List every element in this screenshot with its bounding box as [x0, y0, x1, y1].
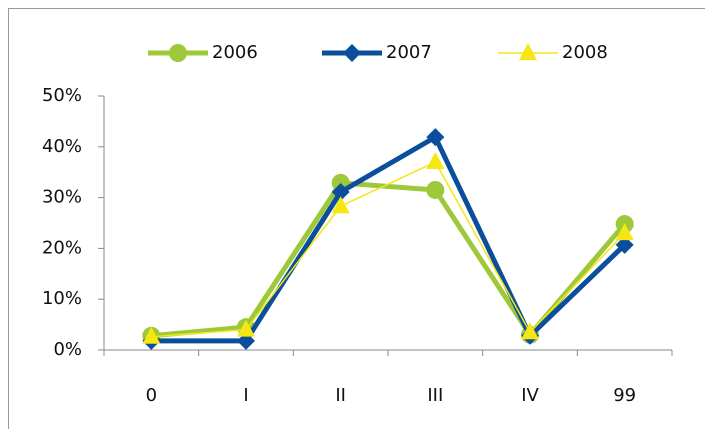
legend-marker — [169, 44, 187, 62]
data-point — [426, 152, 445, 170]
y-tick-label: 50% — [42, 85, 82, 106]
legend-label: 2008 — [562, 42, 608, 63]
series-line — [151, 134, 627, 344]
x-tick-label: 0 — [146, 385, 157, 406]
data-point — [426, 128, 445, 147]
data-point — [615, 235, 634, 254]
data-point — [237, 319, 255, 337]
data-point — [615, 223, 634, 241]
data-point — [331, 183, 350, 202]
y-tick-label: 30% — [42, 187, 82, 208]
x-tick-label: 99 — [613, 385, 636, 406]
x-tick-label: I — [243, 385, 248, 406]
series-line — [151, 161, 626, 338]
y-tick-label: 40% — [42, 136, 82, 157]
data-point — [426, 180, 445, 199]
x-tick-label: IV — [521, 385, 539, 406]
chart-border — [8, 8, 705, 429]
legend-marker — [343, 44, 361, 62]
legend-label: 2007 — [386, 42, 432, 63]
data-point — [142, 326, 161, 344]
x-tick-label: II — [335, 385, 346, 406]
legend-label: 2006 — [212, 42, 258, 63]
data-point — [331, 196, 350, 214]
x-tick-label: III — [427, 385, 443, 406]
y-tick-label: 0% — [53, 339, 82, 360]
legend-marker — [519, 43, 537, 60]
data-point — [521, 322, 539, 340]
y-tick-label: 20% — [42, 237, 82, 258]
y-tick-label: 10% — [42, 288, 82, 309]
